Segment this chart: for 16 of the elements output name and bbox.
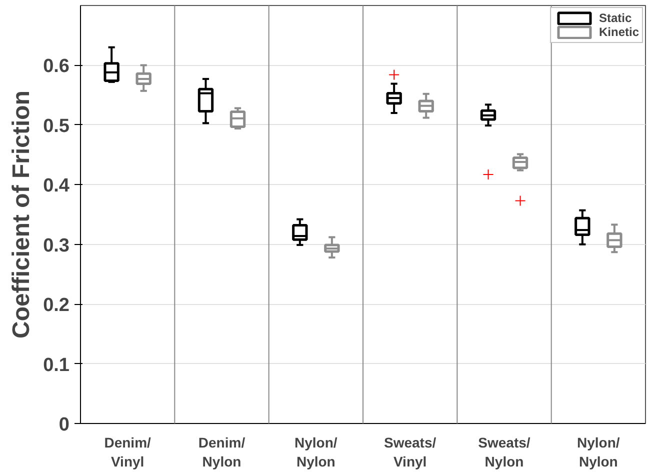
y-tick-label: 0.3 (43, 235, 70, 256)
y-tick-label: 0.5 (43, 116, 70, 137)
x-tick-label: Nylon/ Nylon (294, 434, 338, 470)
y-tick-label: 0.6 (43, 56, 70, 78)
y-tick-label: 0 (58, 414, 70, 436)
legend-label: Static (598, 11, 632, 25)
x-tick-label: Nylon/ Nylon (577, 434, 620, 470)
legend-label: Kinetic (598, 25, 639, 39)
x-tick-label: Sweats/ Vinyl (384, 434, 436, 470)
y-tick-label: 0.1 (43, 354, 70, 376)
x-tick-label: Denim/ Vinyl (104, 434, 152, 470)
y-axis-title: Coefficient of Friction (8, 90, 36, 338)
y-tick-label: 0.4 (43, 176, 70, 197)
x-tick-label: Sweats/ Nylon (478, 434, 530, 470)
x-tick-label: Denim/ Nylon (198, 434, 246, 470)
y-tick-label: 0.2 (43, 295, 70, 316)
